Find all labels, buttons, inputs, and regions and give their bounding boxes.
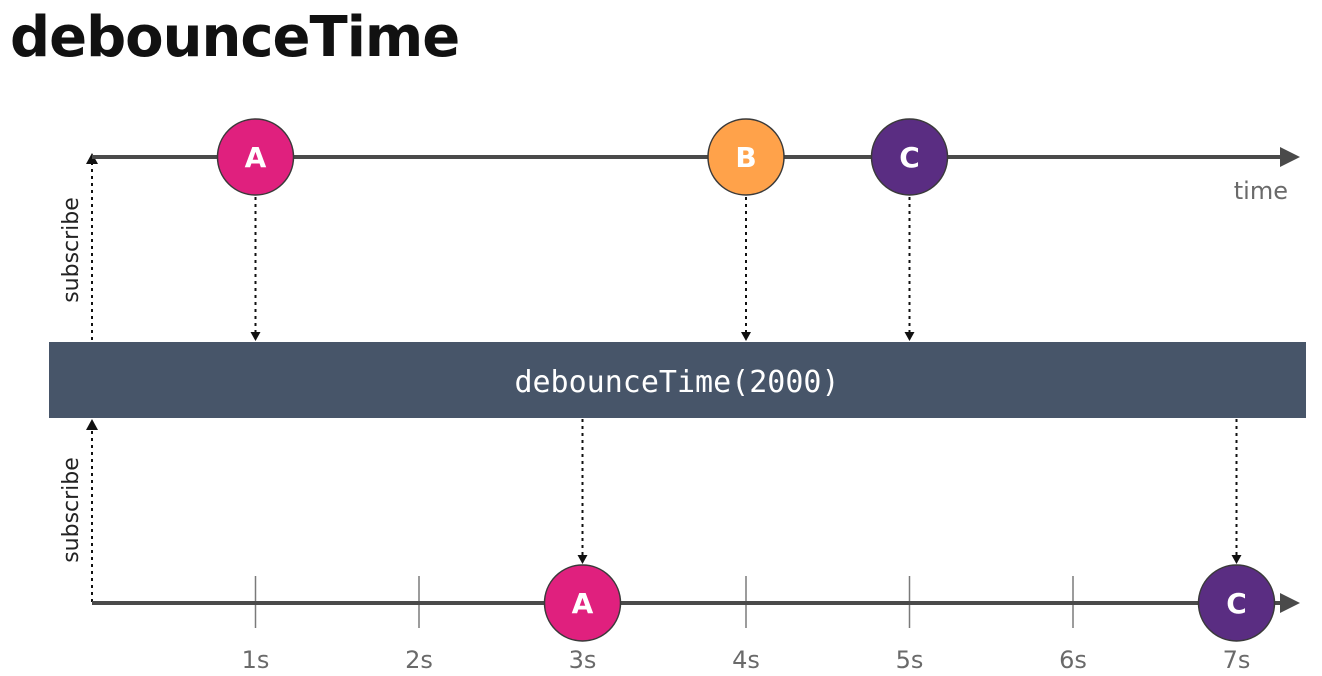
output-drop-arrow-a-head — [577, 555, 588, 564]
input-subscribe-label: subscribe — [59, 197, 84, 303]
output-subscribe-arrowhead — [86, 419, 98, 430]
output-tick-label: 5s — [896, 646, 924, 674]
input-drop-arrows — [250, 197, 915, 341]
input-marble-label: C — [899, 141, 920, 174]
input-marble-circle — [870, 118, 949, 196]
input-marble-b: B — [707, 118, 785, 196]
output-tick-label: 2s — [405, 646, 433, 674]
input-drop-arrow-c-head — [904, 332, 915, 341]
output-drop-arrow-c-head — [1231, 555, 1242, 564]
output-marble-c: C — [1197, 564, 1276, 642]
subscribe-connectors: subscribe subscribe — [59, 153, 98, 602]
input-marble-label: B — [735, 141, 756, 174]
input-marble-c: C — [870, 118, 949, 196]
page-title: debounceTime — [10, 5, 460, 70]
output-marble-circle — [543, 564, 622, 642]
output-marble-label: A — [572, 587, 594, 620]
output-marble-label: C — [1226, 587, 1247, 620]
operator-box: debounceTime(2000) — [49, 342, 1306, 418]
output-tick-label: 7s — [1223, 646, 1251, 674]
input-axis-arrowhead — [1280, 147, 1300, 167]
input-drop-arrow-a-head — [250, 332, 261, 341]
input-marble-label: A — [245, 141, 267, 174]
output-marble-circle — [1197, 564, 1276, 642]
operator-label: debounceTime(2000) — [514, 365, 839, 400]
output-marble-a: A — [543, 564, 622, 642]
input-drop-arrow-b-head — [741, 332, 751, 341]
output-drop-arrows — [577, 419, 1242, 564]
output-tick-label: 3s — [569, 646, 597, 674]
output-subscribe-label: subscribe — [59, 457, 84, 563]
output-tick-label: 6s — [1059, 646, 1087, 674]
input-marble-circle — [707, 118, 785, 196]
operator-box-bg — [49, 342, 1306, 418]
input-marble-circle — [216, 118, 295, 196]
output-tick-label: 1s — [242, 646, 270, 674]
input-marbles: A B C — [216, 118, 949, 196]
input-axis-label: time — [1234, 177, 1288, 205]
output-timeline: 1s 2s 3s 4s 5s 6s 7s — [92, 576, 1300, 674]
output-ticks: 1s 2s 3s 4s 5s 6s 7s — [242, 576, 1251, 674]
output-axis-arrowhead — [1280, 593, 1300, 613]
input-marble-a: A — [216, 118, 295, 196]
output-tick-label: 4s — [732, 646, 760, 674]
